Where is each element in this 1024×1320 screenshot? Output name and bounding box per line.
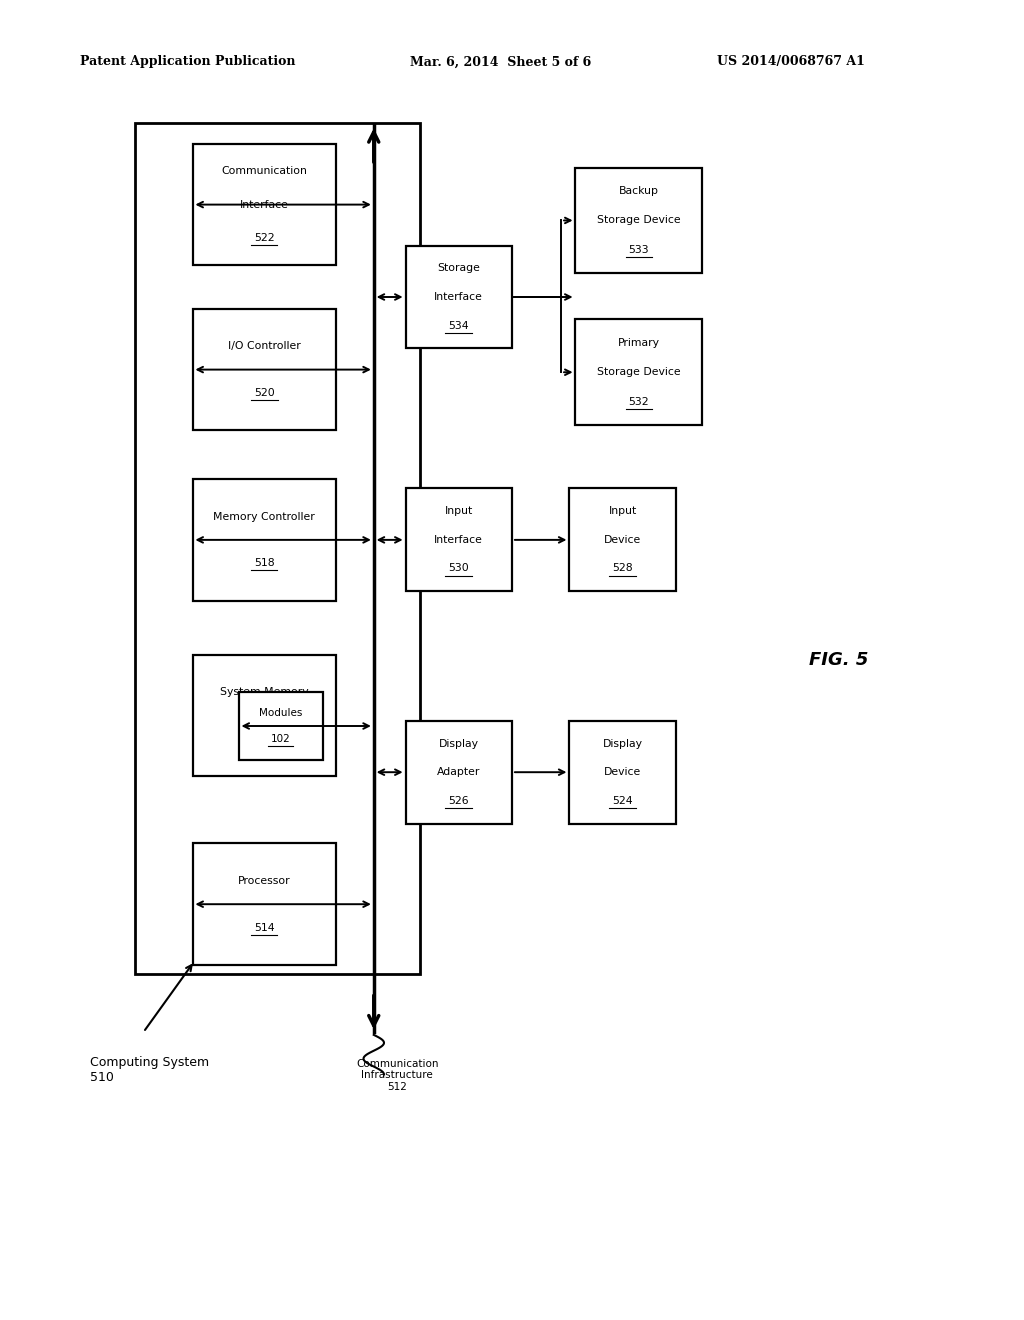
Bar	[239, 692, 323, 760]
Bar	[193, 144, 336, 265]
Text: Interface: Interface	[240, 199, 289, 210]
Text: Display: Display	[602, 739, 643, 748]
Text: Interface: Interface	[434, 292, 483, 302]
Text: Mar. 6, 2014  Sheet 5 of 6: Mar. 6, 2014 Sheet 5 of 6	[410, 55, 591, 69]
Text: Communication: Communication	[221, 166, 307, 176]
Text: Storage: Storage	[437, 264, 480, 273]
Text: US 2014/0068767 A1: US 2014/0068767 A1	[717, 55, 864, 69]
Bar	[193, 843, 336, 965]
Text: Memory Controller: Memory Controller	[213, 512, 315, 521]
Text: 528: 528	[612, 564, 633, 573]
Text: Device: Device	[604, 767, 641, 777]
Text: 533: 533	[629, 244, 649, 255]
Bar	[569, 721, 676, 824]
Text: Display: Display	[438, 739, 479, 748]
Bar	[135, 123, 420, 974]
Text: 534: 534	[449, 321, 469, 330]
Bar	[406, 246, 512, 348]
Text: Processor: Processor	[238, 876, 291, 886]
Bar	[406, 721, 512, 824]
Text: 516: 516	[254, 734, 274, 743]
Bar	[193, 479, 336, 601]
Bar	[193, 309, 336, 430]
Text: Patent Application Publication: Patent Application Publication	[80, 55, 295, 69]
Bar	[575, 168, 702, 273]
Text: FIG. 5: FIG. 5	[809, 651, 868, 669]
Text: I/O Controller: I/O Controller	[227, 342, 301, 351]
Text: Storage Device: Storage Device	[597, 367, 681, 378]
Text: 102: 102	[270, 734, 291, 744]
Text: System Memory: System Memory	[220, 688, 308, 697]
Text: Input: Input	[444, 507, 473, 516]
Text: Modules: Modules	[259, 708, 302, 718]
Text: 514: 514	[254, 923, 274, 932]
Text: Communication
Infrastructure
512: Communication Infrastructure 512	[356, 1059, 438, 1092]
Bar	[406, 488, 512, 591]
Text: 532: 532	[629, 396, 649, 407]
Text: 530: 530	[449, 564, 469, 573]
Text: Device: Device	[604, 535, 641, 545]
Bar	[575, 319, 702, 425]
Text: 518: 518	[254, 558, 274, 568]
Bar	[193, 655, 336, 776]
Text: Primary: Primary	[617, 338, 660, 348]
Text: 520: 520	[254, 388, 274, 397]
Text: Computing System
510: Computing System 510	[90, 1056, 209, 1084]
Text: 526: 526	[449, 796, 469, 805]
Text: Storage Device: Storage Device	[597, 215, 681, 226]
Text: Adapter: Adapter	[437, 767, 480, 777]
Text: 524: 524	[612, 796, 633, 805]
Text: Interface: Interface	[434, 535, 483, 545]
Text: Input: Input	[608, 507, 637, 516]
Text: 522: 522	[254, 234, 274, 243]
Bar	[569, 488, 676, 591]
Text: Backup: Backup	[618, 186, 659, 197]
